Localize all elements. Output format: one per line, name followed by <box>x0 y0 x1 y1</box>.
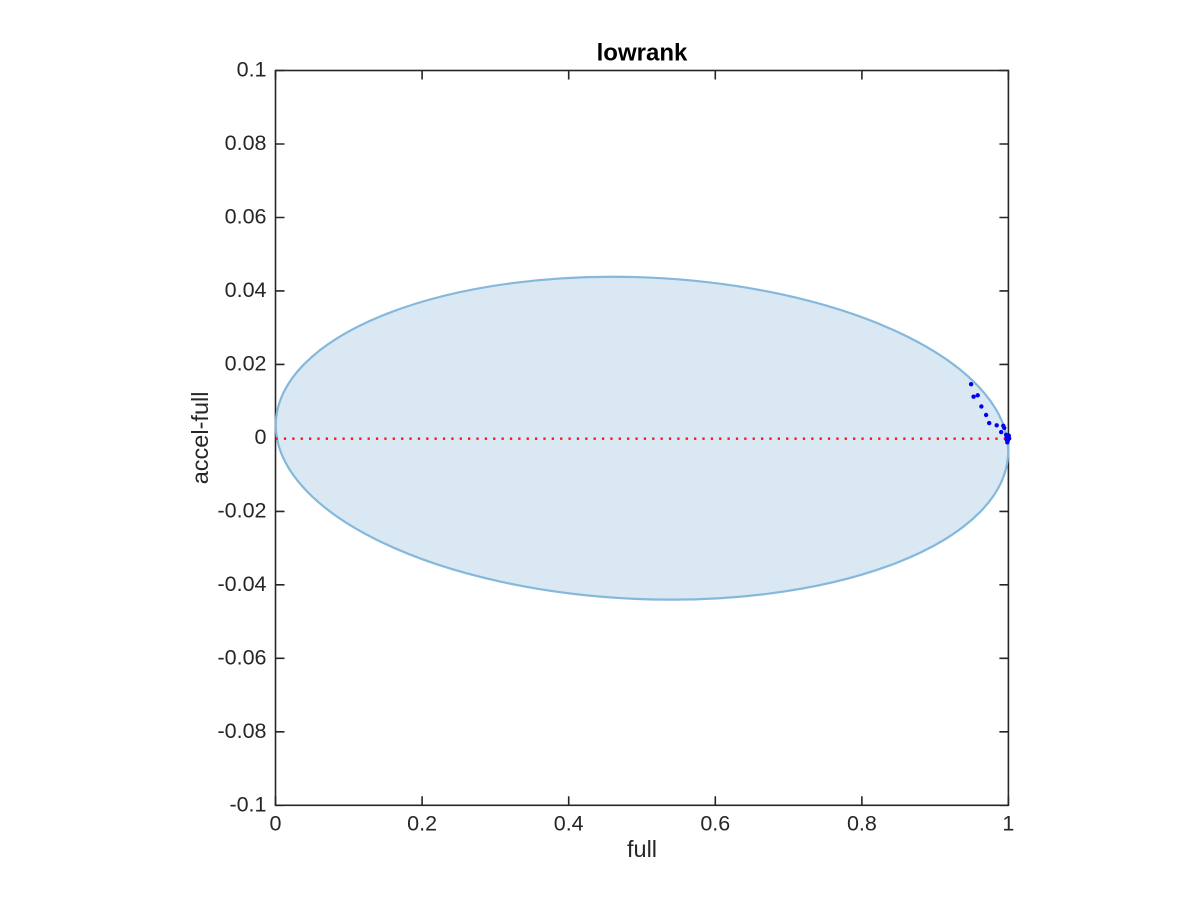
svg-text:full: full <box>627 836 657 862</box>
svg-text:0.04: 0.04 <box>225 278 267 302</box>
svg-text:0: 0 <box>270 812 282 836</box>
svg-text:0.06: 0.06 <box>225 205 267 229</box>
svg-text:-0.02: -0.02 <box>217 498 266 522</box>
svg-text:-0.06: -0.06 <box>217 645 266 669</box>
svg-text:0.08: 0.08 <box>225 131 267 155</box>
svg-text:accel-full: accel-full <box>187 392 213 485</box>
svg-text:0.2: 0.2 <box>407 812 437 836</box>
svg-text:0.1: 0.1 <box>237 58 267 82</box>
svg-text:-0.04: -0.04 <box>217 572 266 596</box>
svg-text:lowrank: lowrank <box>597 40 688 67</box>
svg-text:0.4: 0.4 <box>554 812 584 836</box>
svg-text:0: 0 <box>255 425 267 449</box>
svg-text:-0.1: -0.1 <box>229 792 266 816</box>
svg-text:1: 1 <box>1002 812 1014 836</box>
svg-text:0.02: 0.02 <box>225 351 267 375</box>
svg-text:0.6: 0.6 <box>700 812 730 836</box>
svg-text:-0.08: -0.08 <box>217 719 266 743</box>
svg-text:0.8: 0.8 <box>847 812 877 836</box>
